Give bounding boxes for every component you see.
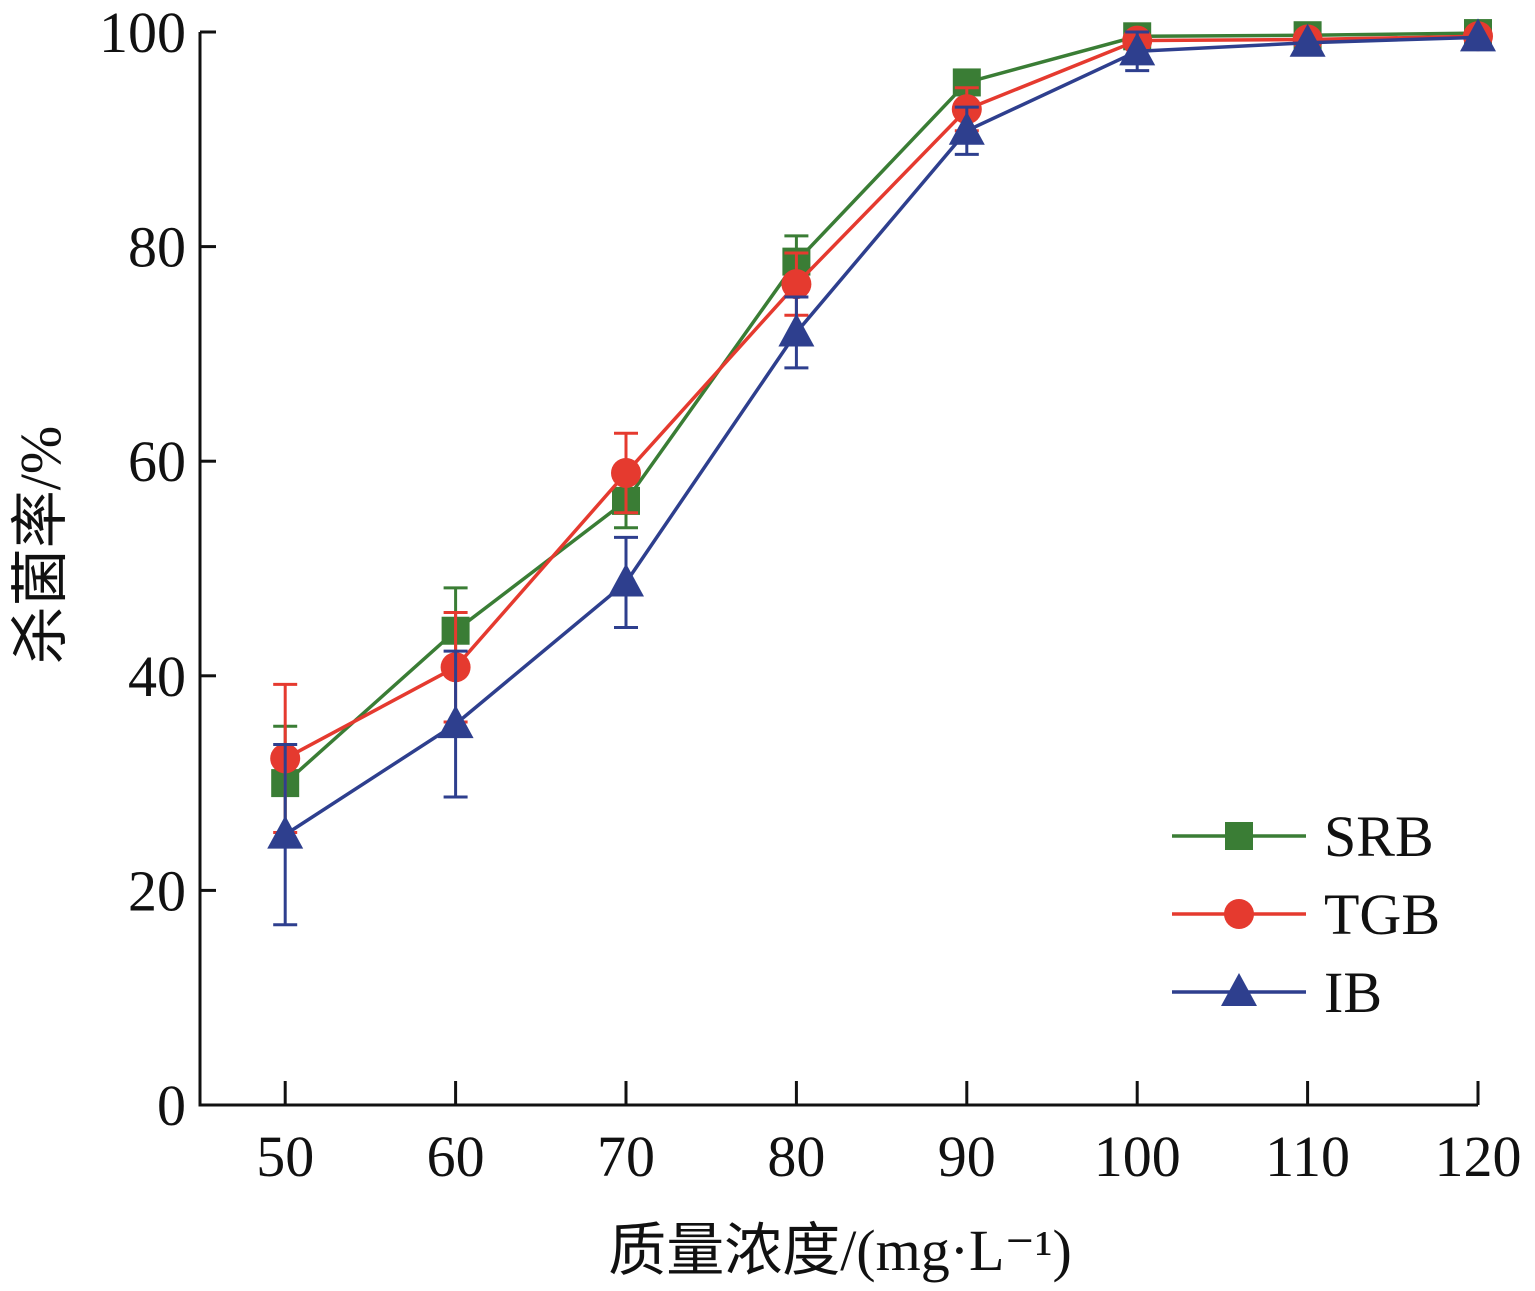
legend-marker [1224,899,1254,929]
x-tick-label: 120 [1435,1124,1522,1189]
y-tick-label: 80 [128,215,186,280]
x-tick-label: 100 [1094,1124,1181,1189]
x-tick-label: 90 [938,1124,996,1189]
data-point [948,111,985,145]
data-point [608,563,644,597]
data-point [1119,32,1156,66]
axis-frame [198,32,1478,1107]
y-tick-label: 40 [128,644,186,709]
x-tick-label: 80 [767,1124,825,1189]
data-point [1289,23,1326,57]
data-point [1460,18,1496,52]
legend-label: SRB [1324,804,1434,869]
series-line [284,31,1479,785]
axes: 0 20 40 60 80 100 50 60 70 80 90 100 110 120 [99,0,1522,1189]
y-axis-label: 杀菌率/% [8,426,73,664]
series-line [284,35,1479,837]
legend-marker [1221,973,1257,1006]
data-point [267,815,304,849]
legend-item-tgb: TGB [1172,882,1440,947]
legend-item-srb: SRB [1172,804,1434,869]
legend-label: TGB [1324,882,1440,947]
x-tick-label: 50 [256,1124,314,1189]
x-axis-label: 质量浓度/(mg·L⁻¹) [608,1218,1072,1283]
legend: SRB TGB IB [1172,804,1440,1025]
x-tick-label: 70 [597,1124,655,1189]
data-point [437,705,474,739]
y-tick-label: 20 [128,858,186,923]
x-tick-label: 60 [427,1124,485,1189]
y-tick-label: 100 [99,0,186,65]
legend-item-ib: IB [1172,960,1382,1025]
legend-label: IB [1324,960,1382,1025]
x-tick-label: 110 [1265,1124,1350,1189]
y-tick-label: 0 [157,1073,186,1138]
y-tick-label: 60 [128,429,186,494]
data-point [781,269,812,300]
series-ib [267,18,1496,927]
series-layer [267,18,1496,927]
data-point [778,313,815,347]
legend-marker [1225,822,1253,850]
data-point [611,458,641,489]
series-line [284,34,1479,760]
